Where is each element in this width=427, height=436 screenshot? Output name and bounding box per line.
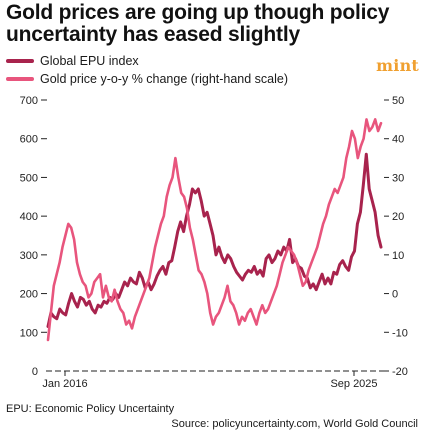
left-tick-label: 0 xyxy=(32,366,38,378)
legend-swatch-gold xyxy=(6,77,34,81)
series-line-epu xyxy=(46,152,383,328)
legend-item-gold: Gold price y-o-y % change (right-hand sc… xyxy=(6,70,288,88)
right-tick-label: 10 xyxy=(392,250,404,262)
legend-label-epu: Global EPU index xyxy=(40,54,139,68)
left-tick-label: 400 xyxy=(20,211,38,223)
right-tick-label: 30 xyxy=(392,172,404,184)
legend-label-gold: Gold price y-o-y % change (right-hand sc… xyxy=(40,72,289,86)
legend-item-epu: Global EPU index xyxy=(6,52,288,70)
legend: Global EPU index Gold price y-o-y % chan… xyxy=(6,52,288,88)
legend-swatch-epu xyxy=(6,59,34,63)
source-note: Source: policyuncertainty.com, World Gol… xyxy=(171,418,418,430)
left-tick-label: 200 xyxy=(20,289,38,301)
right-tick-label: -10 xyxy=(392,327,408,339)
left-tick-label: 700 xyxy=(20,95,38,107)
left-tick-label: 100 xyxy=(20,327,38,339)
right-tick-label: 20 xyxy=(392,211,404,223)
x-tick-label-end: Sep 2025 xyxy=(330,378,377,390)
right-tick-label: -20 xyxy=(392,366,408,378)
series-line-gold xyxy=(46,118,383,342)
chart-title: Gold prices are going up though policy u… xyxy=(6,1,390,46)
footer: EPU: Economic Policy Uncertainty Source:… xyxy=(6,402,418,432)
left-tick-label: 600 xyxy=(20,134,38,146)
left-tick-label: 300 xyxy=(20,250,38,262)
x-tick-label-start: Jan 2016 xyxy=(42,378,87,390)
right-tick-label: 0 xyxy=(392,289,398,301)
right-tick-label: 50 xyxy=(392,95,404,107)
mint-logo: mint xyxy=(376,56,419,75)
right-tick-label: 40 xyxy=(392,134,404,146)
left-tick-label: 500 xyxy=(20,172,38,184)
footnote: EPU: Economic Policy Uncertainty xyxy=(6,403,175,415)
